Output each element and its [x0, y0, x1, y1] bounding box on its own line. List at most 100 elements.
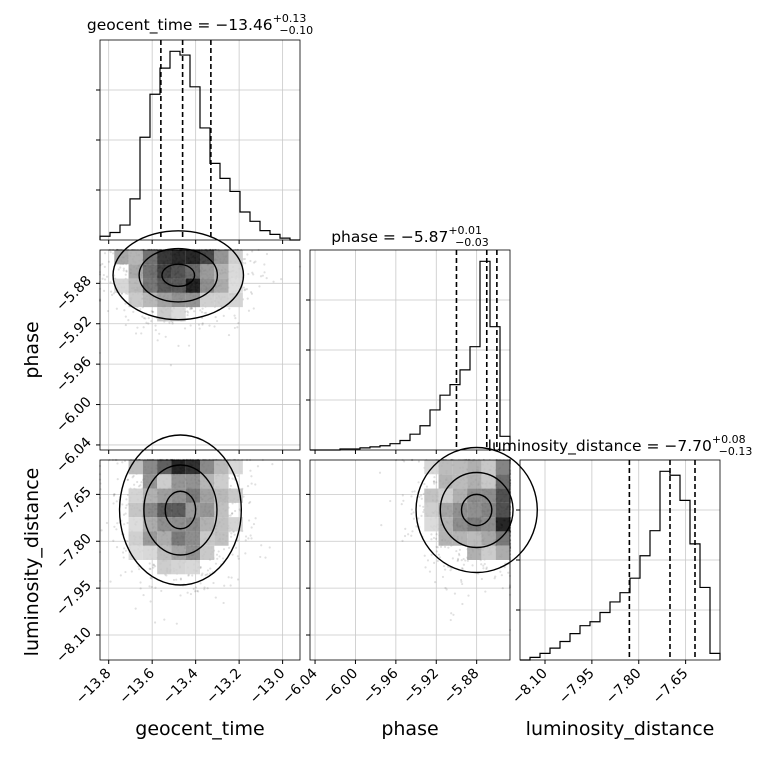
sample-point — [447, 546, 450, 549]
sample-point — [189, 307, 192, 311]
sample-point — [109, 290, 113, 293]
sample-point — [458, 548, 461, 551]
sample-point — [449, 618, 452, 622]
sample-point — [259, 275, 263, 278]
sample-point — [466, 559, 469, 562]
sample-point — [229, 484, 232, 487]
xtick-label-phase: −6.00 — [320, 666, 362, 708]
sample-point — [183, 327, 187, 330]
xlabel-luminosity-distance: luminosity_distance — [526, 718, 715, 740]
sample-point — [236, 474, 239, 477]
sample-point — [152, 564, 155, 567]
sample-point — [437, 553, 441, 556]
sample-point — [171, 322, 174, 325]
sample-point — [420, 497, 423, 500]
sample-point — [139, 484, 142, 487]
density-cell — [438, 531, 453, 546]
sample-point — [264, 556, 267, 559]
contour-line — [415, 446, 538, 574]
sample-point — [105, 275, 109, 278]
sample-point — [201, 572, 204, 575]
density-cell — [157, 531, 172, 546]
sample-point — [244, 552, 247, 555]
sample-point — [101, 277, 104, 280]
sample-point — [401, 494, 404, 497]
panel-frame — [99, 39, 301, 241]
sample-point — [119, 266, 122, 269]
sample-point — [209, 567, 212, 570]
density-cell — [171, 502, 186, 518]
sample-point — [233, 533, 236, 536]
sample-point — [233, 478, 236, 481]
sample-point — [153, 621, 157, 624]
density-cell — [214, 292, 229, 308]
sample-point — [130, 570, 133, 573]
sample-point — [142, 317, 146, 320]
sample-point — [230, 535, 233, 538]
sample-point — [163, 618, 166, 621]
hist-panel-geocent_time — [96, 39, 301, 244]
sample-point — [187, 574, 190, 577]
density-cell — [185, 488, 200, 503]
density-cell — [185, 250, 200, 265]
sample-point — [218, 555, 221, 558]
sample-point — [193, 590, 197, 593]
sample-point — [126, 493, 130, 497]
density-cell — [467, 502, 482, 518]
ytick-label-phase: −6.00 — [53, 394, 95, 436]
density-cell — [228, 278, 243, 293]
sample-point — [126, 478, 129, 481]
sample-point — [268, 546, 271, 549]
xtick-label-geocent_time: −13.6 — [116, 665, 158, 707]
contour-line — [143, 464, 218, 556]
sample-point — [246, 253, 249, 256]
contour-line — [112, 230, 245, 321]
sample-point — [132, 310, 135, 313]
xtick-label-phase: −5.88 — [441, 666, 483, 708]
density-cell — [185, 531, 200, 546]
sample-point — [417, 517, 420, 520]
sample-point — [222, 314, 225, 317]
density-cell — [495, 502, 510, 518]
sample-point — [242, 495, 245, 498]
sample-point — [461, 567, 464, 571]
sample-point — [186, 310, 189, 313]
sample-point — [461, 567, 464, 570]
sample-point — [235, 546, 238, 549]
sample-point — [458, 554, 461, 557]
sample-point — [150, 585, 153, 589]
density-cell — [142, 502, 158, 518]
density-cell — [171, 264, 186, 279]
sample-point — [201, 322, 204, 325]
density-cell — [185, 502, 200, 518]
sample-point — [137, 485, 141, 488]
sample-point — [432, 480, 436, 483]
sample-point — [199, 582, 202, 585]
density-cell — [424, 460, 439, 475]
sample-point — [179, 594, 182, 597]
density-cell — [200, 264, 215, 279]
sample-point — [484, 590, 487, 593]
sample-point — [430, 553, 433, 556]
sample-point — [122, 556, 125, 559]
density-cell — [171, 460, 186, 475]
xtick-label-luminosity_distance: −8.10 — [509, 666, 551, 708]
sample-point — [103, 265, 106, 268]
xtick-label-geocent_time: −13.8 — [73, 666, 115, 708]
sample-point — [147, 317, 150, 320]
density-cell — [495, 517, 510, 532]
sample-point — [236, 326, 239, 329]
ylabel-phase: phase — [21, 321, 43, 378]
density-cell — [467, 474, 482, 489]
hist-line-phase — [310, 260, 511, 451]
title-phase: phase = −5.87+0.01 −0.03 — [331, 224, 489, 249]
xtick-label-luminosity_distance: −7.80 — [603, 666, 645, 708]
sample-point — [464, 559, 467, 562]
sample-point — [402, 499, 405, 502]
sample-point — [105, 521, 109, 525]
ylabel-luminosity-distance: luminosity_distance — [21, 468, 43, 657]
sample-point — [199, 309, 202, 312]
density-cell — [185, 278, 200, 293]
density-cell — [495, 488, 510, 503]
density-cell — [481, 517, 496, 532]
